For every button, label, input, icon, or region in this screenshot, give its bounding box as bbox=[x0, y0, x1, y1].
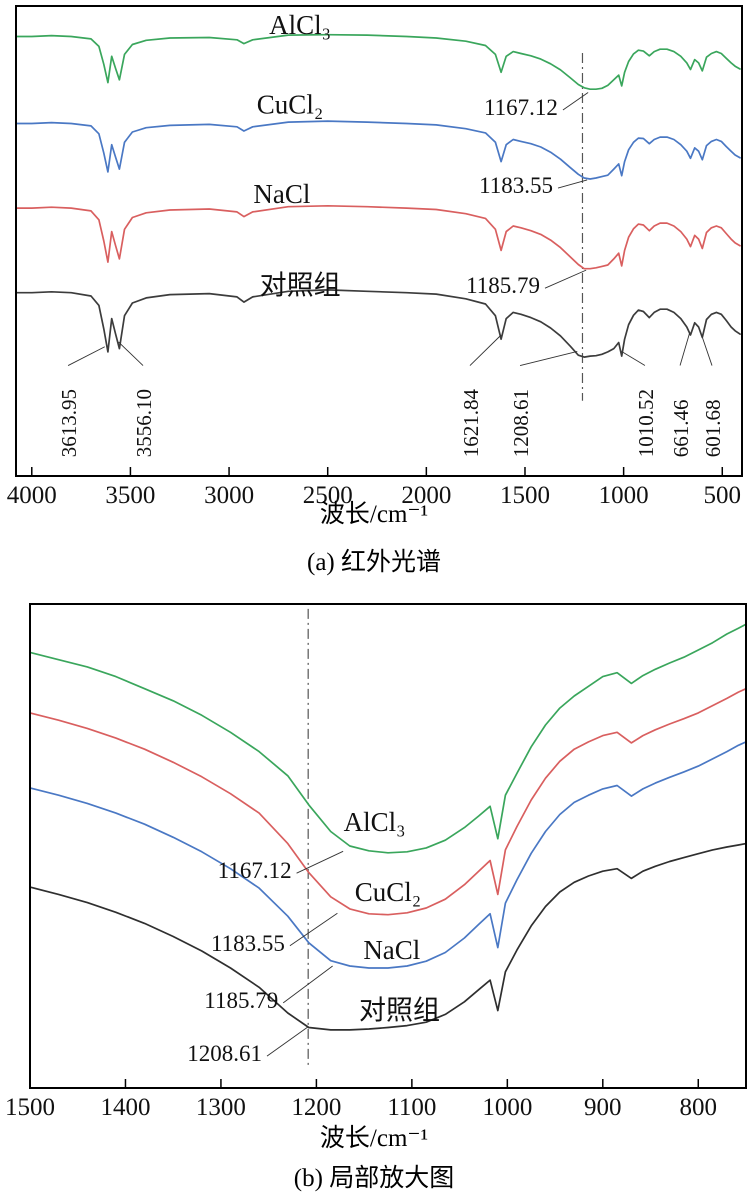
x-tick-label: 3500 bbox=[105, 482, 155, 509]
peak-label-rotated: 3613.95 bbox=[57, 389, 81, 457]
x-tick-label: 4000 bbox=[7, 482, 57, 509]
peak-label-leader bbox=[519, 351, 578, 366]
series-label: NaCl bbox=[253, 179, 310, 209]
series-label: NaCl bbox=[363, 935, 420, 965]
x-tick-label: 1500 bbox=[500, 482, 550, 509]
x-tick-label: 2500 bbox=[303, 482, 353, 509]
peak-label-leader bbox=[289, 912, 338, 947]
x-tick-label: 800 bbox=[680, 1094, 718, 1121]
panel-b-x-axis-label: 波长/cm⁻¹ bbox=[319, 1125, 429, 1152]
peak-label: 1167.12 bbox=[484, 95, 558, 120]
series-nacl-curve bbox=[29, 741, 747, 969]
x-tick-label: 1200 bbox=[291, 1094, 341, 1121]
plot-border bbox=[15, 5, 743, 477]
x-tick-label: 1400 bbox=[100, 1094, 150, 1121]
series-alcl3-curve bbox=[29, 623, 747, 854]
x-tick-label: 2000 bbox=[401, 482, 451, 509]
peak-label-leader bbox=[469, 334, 502, 366]
peak-label-leader bbox=[621, 351, 646, 366]
x-tick-label: 1500 bbox=[5, 1094, 55, 1121]
series-nacl-curve bbox=[16, 204, 741, 270]
x-tick-label: 1100 bbox=[387, 1094, 436, 1121]
series-label: AlCl₃ bbox=[269, 10, 331, 40]
x-tick-label: 1300 bbox=[196, 1094, 246, 1121]
series-cucl2-curve bbox=[29, 687, 747, 916]
series-label: CuCl₂ bbox=[355, 877, 421, 907]
chart-panel-a: 4000 3500 3000 2500 2000 1500 1000 500 AlCl₃ CuCl… bbox=[7, 5, 743, 509]
series-label: 对照组 bbox=[359, 996, 440, 1026]
panel-a-caption: (a) 红外光谱 bbox=[307, 549, 441, 576]
series-alcl3-curve bbox=[16, 33, 741, 91]
peak-label: 1208.61 bbox=[187, 1041, 262, 1066]
peak-label-leader bbox=[544, 269, 587, 289]
peak-label: 1183.55 bbox=[211, 931, 285, 956]
peak-label-leader bbox=[679, 332, 691, 366]
peak-label-rotated: 1010.52 bbox=[634, 389, 658, 457]
series-control-curve bbox=[16, 289, 741, 358]
x-tick-label: 1000 bbox=[599, 482, 649, 509]
peak-label: 1185.79 bbox=[204, 988, 278, 1013]
peak-label-leader bbox=[296, 850, 344, 874]
peak-label-rotated: 1621.84 bbox=[459, 388, 483, 457]
series-label: 对照组 bbox=[260, 271, 341, 301]
peak-label-leader bbox=[67, 346, 105, 366]
series-cucl2-curve bbox=[16, 120, 741, 180]
plot-border bbox=[29, 603, 747, 1089]
panel-b-caption: (b) 局部放大图 bbox=[293, 1165, 455, 1192]
panel-a-x-axis-label: 波长/cm⁻¹ bbox=[319, 501, 429, 528]
peak-label-leader bbox=[562, 92, 589, 111]
chart-panel-b: 1500 1400 1300 1200 1100 1000 900 800 AlCl₃ CuCl₂… bbox=[5, 603, 747, 1121]
peak-label: 1183.55 bbox=[479, 173, 553, 198]
x-tick-label: 900 bbox=[584, 1094, 622, 1121]
series-label: CuCl₂ bbox=[257, 90, 323, 120]
peak-label-leader bbox=[557, 179, 588, 189]
peak-label-rotated: 1208.61 bbox=[509, 389, 533, 457]
peak-label-rotated: 601.68 bbox=[701, 399, 725, 457]
series-control-curve bbox=[29, 842, 747, 1031]
peak-label-leader bbox=[118, 341, 144, 366]
peak-label-rotated: 3556.10 bbox=[132, 389, 156, 457]
peak-label-leader bbox=[282, 965, 333, 1004]
x-tick-label: 1000 bbox=[482, 1094, 532, 1121]
peak-label-leader bbox=[701, 334, 713, 366]
peak-label: 1167.12 bbox=[218, 858, 292, 883]
peak-label: 1185.79 bbox=[466, 273, 540, 298]
x-tick-label: 3000 bbox=[204, 482, 254, 509]
x-tick-label: 500 bbox=[704, 482, 742, 509]
series-label: AlCl₃ bbox=[344, 807, 406, 837]
peak-label-leader bbox=[266, 1026, 309, 1057]
peak-label-rotated: 661.46 bbox=[669, 399, 693, 457]
